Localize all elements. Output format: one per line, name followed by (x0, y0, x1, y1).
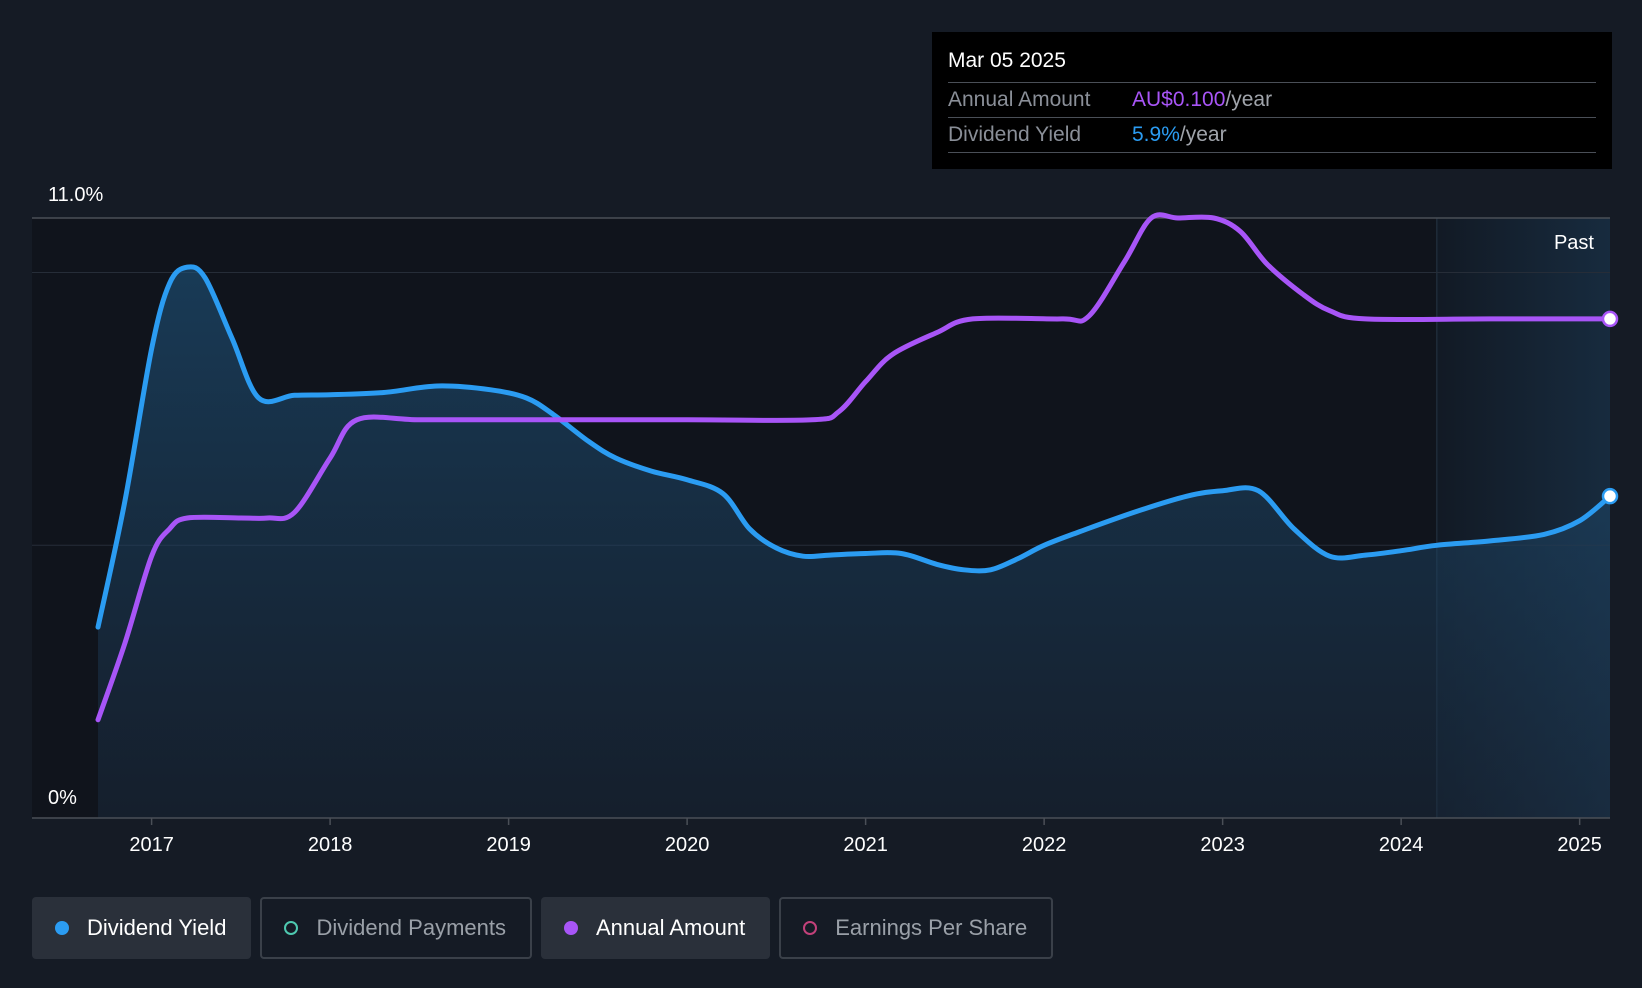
dividend-yield-end-marker[interactable] (1601, 487, 1619, 505)
dividend-yield-dot-icon (55, 921, 69, 935)
tooltip-unit: /year (1179, 123, 1227, 146)
tooltip-date: Mar 05 2025 (948, 49, 1066, 72)
x-axis-tick-label: 2021 (843, 834, 888, 856)
annual-amount-line (95, 212, 1613, 723)
tooltip-row-dividend-yield: Dividend Yield 5.9% /year (948, 117, 1596, 153)
annual-amount-end-marker[interactable] (1601, 310, 1619, 328)
legend-label: Dividend Yield (87, 915, 227, 940)
y-axis-bottom-label: 0% (48, 787, 77, 809)
legend-dividend-yield-button[interactable]: Dividend Yield (32, 897, 252, 959)
annual-amount-dot-icon (563, 921, 578, 935)
x-axis-tick-label: 2024 (1379, 834, 1424, 856)
x-axis-tick-label: 2025 (1557, 834, 1602, 856)
x-axis-tick-label: 2017 (129, 834, 174, 856)
hover-tooltip: Mar 05 2025 Annual Amount AU$0.100 /year… (932, 32, 1612, 169)
x-axis-tick-label: 2020 (665, 834, 710, 856)
earnings-per-share-dot-icon (803, 921, 818, 935)
x-axis-tick-label: 2022 (1022, 834, 1067, 856)
legend-dividend-payments-button[interactable]: Dividend Payments (260, 897, 532, 959)
tooltip-value: 5.9% (1132, 123, 1180, 146)
chart-legend: Dividend Yield Dividend Payments Annual … (32, 897, 1062, 961)
tooltip-unit: /year (1225, 88, 1273, 111)
legend-earnings-per-share-button[interactable]: Earnings Per Share (779, 897, 1054, 959)
legend-label: Earnings Per Share (835, 915, 1028, 940)
dividend-payments-dot-icon (284, 921, 299, 935)
legend-annual-amount-button[interactable]: Annual Amount (540, 897, 771, 959)
x-axis-tick-label: 2018 (308, 834, 353, 856)
dividend-yield-line (95, 264, 1613, 630)
tooltip-row-annual-amount: Annual Amount AU$0.100 /year (948, 82, 1596, 117)
past-region-label: Past (1554, 232, 1594, 254)
x-axis-tick-label: 2019 (486, 834, 531, 856)
legend-label: Annual Amount (595, 915, 746, 940)
tooltip-value: AU$0.100 (1132, 88, 1226, 111)
y-axis-top-label: 11.0% (48, 184, 103, 206)
tooltip-label: Annual Amount (948, 88, 1091, 111)
dividend-yield-area (98, 266, 1610, 818)
legend-label: Dividend Payments (316, 915, 506, 940)
x-axis-tick-label: 2023 (1200, 834, 1245, 856)
tooltip-label: Dividend Yield (948, 123, 1082, 146)
